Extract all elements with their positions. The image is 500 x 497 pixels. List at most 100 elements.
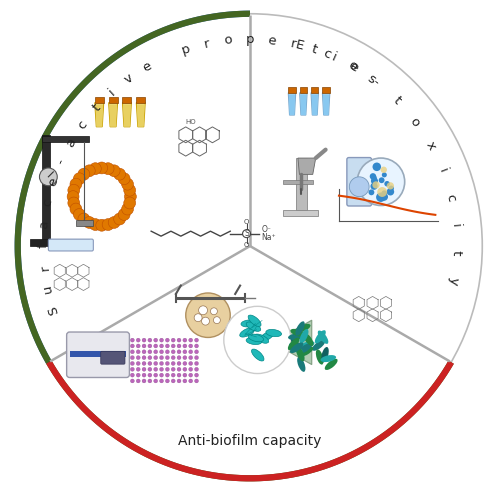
- Circle shape: [142, 361, 146, 365]
- Circle shape: [188, 338, 192, 342]
- Text: S: S: [244, 229, 249, 238]
- Text: e: e: [346, 60, 360, 75]
- Polygon shape: [30, 239, 90, 246]
- Circle shape: [376, 192, 386, 202]
- Text: -: -: [370, 76, 382, 88]
- Ellipse shape: [300, 329, 308, 343]
- Ellipse shape: [241, 320, 257, 327]
- Polygon shape: [312, 94, 318, 115]
- Circle shape: [194, 350, 198, 354]
- Circle shape: [78, 168, 90, 180]
- Circle shape: [148, 379, 152, 383]
- Bar: [70, 351, 126, 357]
- Ellipse shape: [298, 343, 312, 353]
- Circle shape: [171, 367, 175, 371]
- Bar: [76, 220, 93, 226]
- Circle shape: [136, 338, 140, 342]
- Ellipse shape: [240, 328, 254, 337]
- Ellipse shape: [296, 321, 304, 335]
- Circle shape: [148, 338, 152, 342]
- Ellipse shape: [316, 349, 324, 365]
- Ellipse shape: [322, 347, 329, 362]
- Circle shape: [154, 379, 158, 383]
- Circle shape: [382, 172, 387, 177]
- Circle shape: [210, 308, 218, 315]
- Circle shape: [130, 373, 134, 377]
- Text: HO: HO: [186, 119, 196, 125]
- Circle shape: [386, 188, 394, 195]
- Circle shape: [183, 379, 187, 383]
- Circle shape: [130, 367, 134, 371]
- Circle shape: [177, 338, 181, 342]
- Circle shape: [148, 356, 152, 360]
- Ellipse shape: [318, 331, 328, 344]
- Circle shape: [214, 317, 220, 324]
- Circle shape: [380, 166, 387, 173]
- Circle shape: [386, 182, 394, 189]
- Circle shape: [166, 338, 170, 342]
- Ellipse shape: [288, 333, 304, 340]
- Polygon shape: [123, 104, 131, 127]
- Polygon shape: [108, 103, 118, 127]
- Text: e: e: [140, 60, 153, 75]
- Text: O⁻: O⁻: [262, 225, 271, 234]
- Polygon shape: [322, 93, 330, 115]
- Circle shape: [154, 367, 158, 371]
- Ellipse shape: [248, 334, 264, 342]
- Circle shape: [90, 163, 102, 174]
- Text: E: E: [294, 38, 306, 53]
- Ellipse shape: [320, 355, 336, 362]
- Circle shape: [384, 181, 390, 186]
- Circle shape: [148, 367, 152, 371]
- Polygon shape: [122, 103, 132, 127]
- Circle shape: [372, 181, 380, 188]
- Circle shape: [142, 344, 146, 348]
- Ellipse shape: [300, 346, 313, 356]
- Ellipse shape: [312, 340, 325, 351]
- Text: o: o: [224, 34, 233, 48]
- Circle shape: [372, 163, 381, 171]
- FancyBboxPatch shape: [48, 239, 94, 251]
- Circle shape: [148, 361, 152, 365]
- Ellipse shape: [289, 343, 302, 353]
- Circle shape: [160, 356, 164, 360]
- Text: c: c: [41, 198, 55, 208]
- Circle shape: [171, 338, 175, 342]
- Circle shape: [371, 175, 377, 181]
- Circle shape: [380, 193, 388, 201]
- Circle shape: [154, 338, 158, 342]
- Circle shape: [114, 213, 126, 225]
- Text: -: -: [54, 157, 68, 167]
- Ellipse shape: [248, 315, 261, 327]
- Text: a: a: [38, 220, 52, 229]
- Circle shape: [171, 361, 175, 365]
- Text: r: r: [289, 37, 297, 51]
- Circle shape: [171, 350, 175, 354]
- Circle shape: [74, 173, 86, 185]
- Text: i: i: [449, 223, 462, 228]
- Ellipse shape: [315, 330, 326, 343]
- Circle shape: [136, 350, 140, 354]
- Circle shape: [166, 344, 170, 348]
- Circle shape: [194, 344, 198, 348]
- Circle shape: [130, 350, 134, 354]
- Circle shape: [124, 191, 136, 203]
- Circle shape: [136, 367, 140, 371]
- Circle shape: [90, 219, 102, 231]
- Text: r: r: [38, 264, 52, 271]
- Ellipse shape: [254, 334, 268, 343]
- Text: e: e: [267, 34, 276, 48]
- Circle shape: [188, 367, 192, 371]
- Circle shape: [166, 361, 170, 365]
- Text: c: c: [444, 192, 458, 203]
- Circle shape: [382, 190, 387, 196]
- Circle shape: [166, 350, 170, 354]
- Circle shape: [370, 182, 378, 190]
- Circle shape: [84, 217, 95, 228]
- Circle shape: [171, 373, 175, 377]
- Circle shape: [78, 213, 90, 225]
- Circle shape: [142, 379, 146, 383]
- Polygon shape: [137, 104, 144, 127]
- Circle shape: [114, 168, 126, 180]
- Circle shape: [183, 356, 187, 360]
